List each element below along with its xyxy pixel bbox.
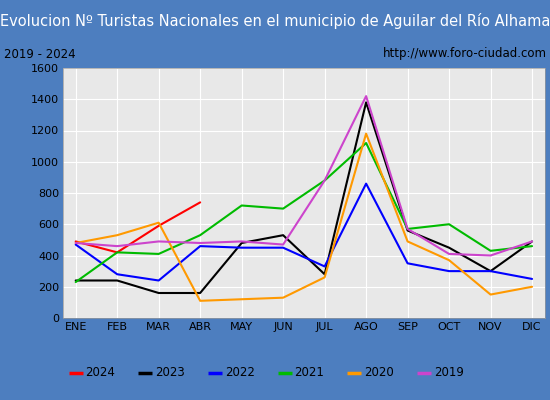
Text: 2020: 2020	[364, 366, 394, 380]
Text: 2023: 2023	[155, 366, 185, 380]
Text: http://www.foro-ciudad.com: http://www.foro-ciudad.com	[383, 48, 547, 60]
Text: 2019: 2019	[434, 366, 464, 380]
Text: 2019 - 2024: 2019 - 2024	[4, 48, 76, 60]
Text: Evolucion Nº Turistas Nacionales en el municipio de Aguilar del Río Alhama: Evolucion Nº Turistas Nacionales en el m…	[0, 13, 550, 29]
Text: 2022: 2022	[225, 366, 255, 380]
Text: 2021: 2021	[294, 366, 324, 380]
Text: 2024: 2024	[85, 366, 116, 380]
